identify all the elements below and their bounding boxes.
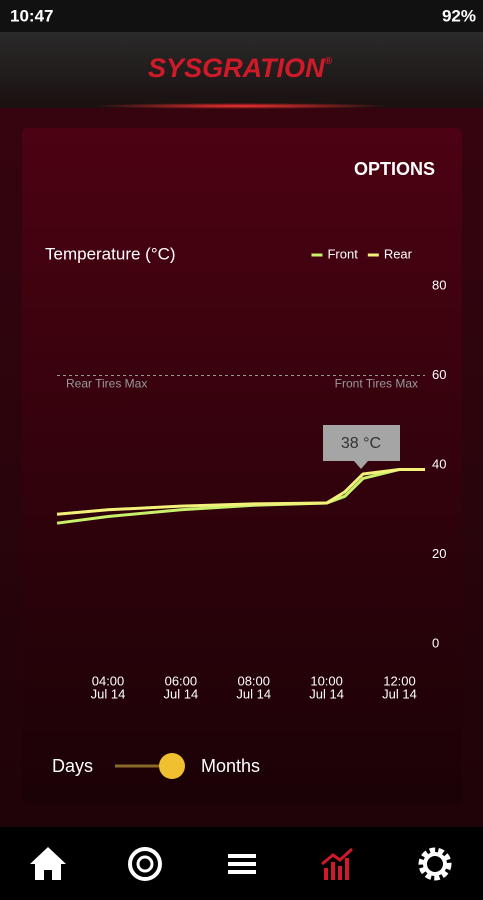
tooltip-pointer	[354, 461, 368, 469]
x-tick-label: 12:00	[383, 673, 416, 688]
reference-label: Rear Tires Max	[66, 377, 147, 391]
nav-charts[interactable]	[321, 847, 354, 880]
y-tick-label: 20	[432, 546, 446, 561]
y-tick-label: 80	[432, 277, 446, 292]
y-tick-label: 60	[432, 367, 446, 382]
options-button[interactable]: OPTIONS	[354, 159, 435, 179]
x-tick-label: 06:00	[165, 673, 198, 688]
x-tick-label: 04:00	[92, 673, 125, 688]
reference-label: Front Tires Max	[335, 377, 418, 391]
x-tick-label: 08:00	[237, 673, 270, 688]
x-tick-date: Jul 14	[91, 686, 126, 701]
status-battery: 92%	[442, 6, 476, 25]
x-tick-date: Jul 14	[236, 686, 271, 701]
legend-label: Front	[327, 246, 358, 261]
y-tick-label: 40	[432, 456, 446, 471]
status-bar	[0, 0, 483, 32]
logo-text: SYSGRATION	[148, 53, 325, 83]
nav-tire[interactable]	[128, 847, 162, 881]
x-tick-date: Jul 14	[382, 686, 417, 701]
logo: SYSGRATION®	[148, 53, 333, 83]
nav-menu[interactable]	[228, 854, 256, 874]
x-tick-date: Jul 14	[164, 686, 199, 701]
nav-home[interactable]	[30, 847, 66, 880]
series-line	[56, 467, 425, 516]
chart-card	[22, 128, 462, 805]
x-tick-label: 10:00	[310, 673, 343, 688]
tooltip-box	[323, 425, 400, 461]
tooltip-text: 38 °C	[341, 435, 381, 452]
y-tick-label: 0	[432, 635, 439, 650]
logo-mark: ®	[325, 56, 333, 67]
nav-settings[interactable]	[418, 847, 452, 881]
x-tick-date: Jul 14	[309, 686, 344, 701]
header	[0, 32, 483, 108]
toggle-right-label: Months	[201, 756, 260, 776]
chart-title: Temperature (°C)	[45, 244, 176, 263]
header-glow	[91, 103, 391, 109]
legend-label: Rear	[384, 246, 413, 261]
toggle-thumb[interactable]	[159, 753, 185, 779]
tooltip: 38 °C	[323, 425, 400, 469]
toggle-left-label: Days	[52, 756, 93, 776]
status-time: 10:47	[10, 6, 53, 25]
